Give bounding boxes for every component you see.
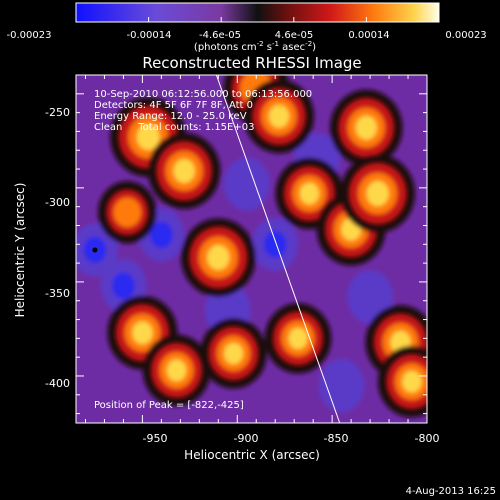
bright-source-core [132,321,153,345]
x-tick-label: -900 [234,432,259,445]
bright-source-core [288,327,308,350]
dark-source-core [112,272,135,299]
image-sources [76,75,427,418]
bright-source-core [355,115,377,140]
chart-title: Reconstructed RHESSI Image [142,54,361,72]
info-detectors: Detectors: 4F 5F 6F 7F 8F, Att 0 [94,100,253,111]
colorbar-unit: (photons cm-2 s-1 asec-2) [194,40,316,53]
dark-source [223,157,270,211]
colorbar-tick-label: 0.00014 [348,30,389,41]
info-peak: Position of Peak = [-822,-425] [94,400,244,411]
colorbar: -0.00023 -0.00014 -4.6e-05 4.6e-05 0.000… [7,2,487,53]
colorbar-ticks [75,17,440,22]
bright-source-core [366,180,389,207]
dark-source-core [149,221,173,249]
bright-source-core [299,182,320,205]
x-tick-label: -850 [324,432,349,445]
dark-source-core [263,231,287,258]
bright-source-core [166,359,187,382]
colorbar-tick-label: -0.00014 [127,30,172,41]
colorbar-gradient [75,2,440,23]
y-axis-label: Heliocentric Y (arcsec) [13,183,27,318]
x-axis-label: Heliocentric X (arcsec) [184,448,320,462]
y-tick-label: -300 [45,196,70,209]
bright-source-mid [113,197,142,228]
plot-frame [75,74,428,424]
y-tick-labels: -250 -300 -350 -400 [45,106,70,390]
plot-area [75,74,428,424]
x-tick-labels: -950 -900 -850 -800 [143,432,440,445]
bright-source-core [136,124,160,150]
bright-source-core [268,104,290,128]
dark-source [318,358,365,412]
bright-source-core [173,158,195,183]
x-tick-label: -800 [415,432,440,445]
y-tick-label: -350 [45,287,70,300]
axis-ticks [76,74,428,423]
info-clean: Clean Total counts: 1.15E+03 [94,122,254,133]
colorbar-tick-label: 4.6e-05 [275,30,313,41]
info-energy: Energy Range: 12.0 - 25.0 keV [94,111,247,122]
colorbar-tick-label: -0.00023 [7,30,52,41]
peak-marker [92,247,98,253]
footer-date: 4-Aug-2013 16:25 [406,486,496,497]
y-tick-label: -250 [45,106,70,119]
solar-limb-line [215,75,341,423]
info-time-range: 10-Sep-2010 06:12:56.000 to 06:13:56.000 [94,89,312,100]
bright-source-core [223,342,244,365]
y-tick-label: -400 [45,377,70,390]
bright-source-core [207,244,230,271]
colorbar-tick-label: -4.6e-05 [199,30,241,41]
bright-source-core [402,370,422,393]
x-tick-label: -950 [143,432,168,445]
dark-source [347,270,393,324]
colorbar-tick-label: 0.00023 [445,30,486,41]
info-panel: 10-Sep-2010 06:12:56.000 to 06:13:56.000… [94,89,312,411]
